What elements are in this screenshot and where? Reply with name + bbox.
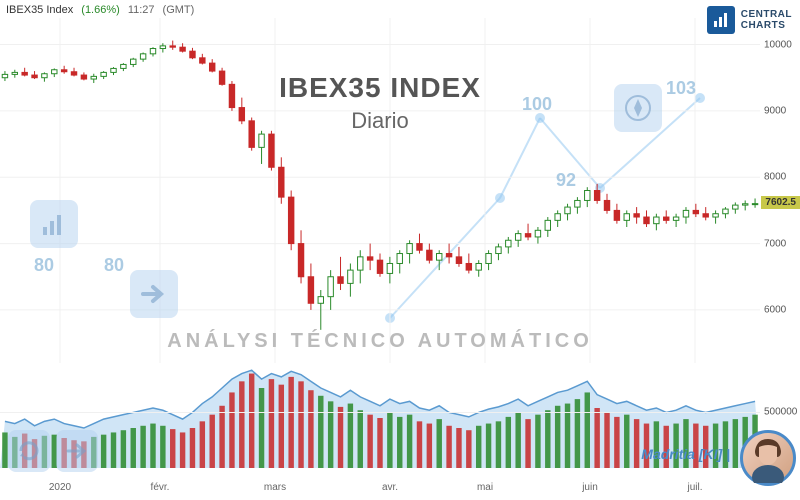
x-axis: 2020févr.marsavr.maijuinjuil. [0,482,760,496]
change-pct: (1.66%) [81,4,120,16]
logo-icon [707,6,735,34]
timezone: (GMT) [163,4,195,16]
timestamp: 11:27 [128,4,155,16]
logo-text: CENTRAL CHARTS [741,9,792,31]
brand-logo: CENTRAL CHARTS [707,6,792,34]
author-signature: Madritia [KI] | [641,446,730,462]
watermark-chart-icon [30,200,78,248]
instrument-name: IBEX35 Index [6,4,73,16]
price-y-axis: 6000700080009000100007602.5 [760,18,800,363]
author-avatar [740,430,796,486]
watermark-arrow-icon [130,270,178,318]
watermark-refresh-icon [8,430,50,472]
price-chart[interactable] [0,18,760,363]
watermark-arrow2-icon [56,430,98,472]
chart-header: IBEX35 Index (1.66%) 11:27 (GMT) [6,4,194,16]
watermark-compass-icon [614,84,662,132]
